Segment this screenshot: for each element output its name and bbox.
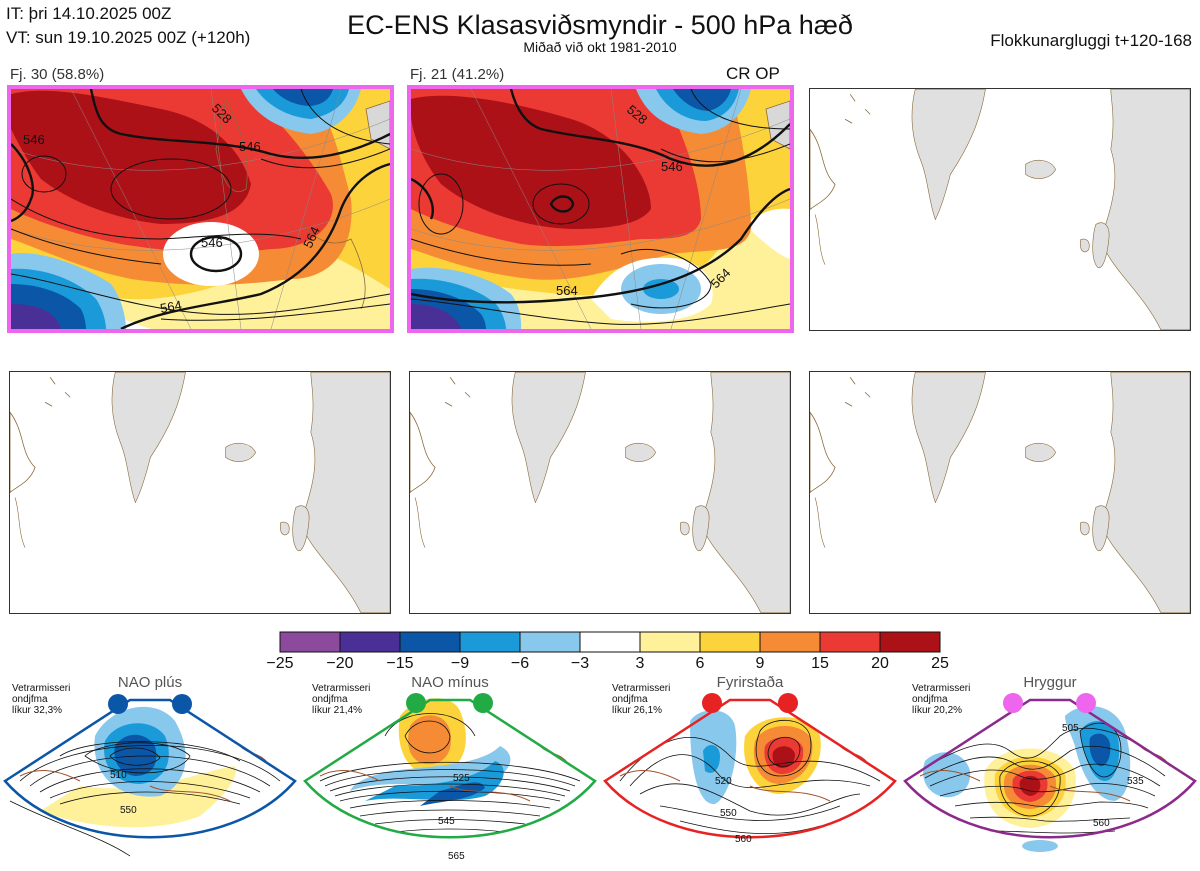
colorbar-swatch [459, 631, 521, 653]
regime-contour-label: 505 [1062, 723, 1079, 734]
regime-contour-label: 550 [120, 805, 137, 816]
page-title: EC-ENS Klasasviðsmyndir - 500 hPa hæð [347, 10, 853, 40]
colorbar-swatch [579, 631, 641, 653]
regime-contour-label: 550 [720, 808, 737, 819]
colorbar-tick-label: 3 [635, 655, 645, 672]
cluster-2-flag: CR OP [726, 64, 780, 83]
regime-nao-minus: 525 545 565 NAO mínus Vetrarmisseri ondj… [300, 674, 600, 871]
cluster-1-contour-label: 546 [23, 132, 45, 147]
regime-blocking: 520 550 560 Fyrirstaða Vetrarmisseri ond… [600, 674, 900, 871]
cluster-1-contour-label: 546 [201, 235, 223, 250]
cluster-2-label: Fj. 21 (41.2%) [410, 66, 505, 83]
colorbar-tick-label: −20 [326, 655, 354, 672]
colorbar-tick-label: 9 [755, 655, 765, 672]
cluster-1-label: Fj. 30 (58.8%) [10, 66, 105, 83]
colorbar-swatch [759, 631, 821, 653]
initial-time: IT: þri 14.10.2025 00Z [6, 4, 172, 23]
colorbar-tick-label: −9 [450, 655, 470, 672]
regime-title: NAO plús [117, 674, 183, 691]
cluster-4-map [9, 371, 391, 614]
regime-contour-label: 535 [1127, 776, 1144, 787]
colorbar-tick-label: 15 [811, 655, 829, 672]
colorbar-tick-label: −6 [510, 655, 530, 672]
colorbar-swatch [879, 631, 941, 653]
colorbar-swatches [279, 631, 941, 653]
colorbar-tick-label: −3 [570, 655, 590, 672]
colorbar-tick-label: 6 [695, 655, 705, 672]
cluster-2-contour-label: 564 [556, 283, 578, 298]
cluster-6-map [809, 371, 1191, 614]
regime-contour-label: 560 [1093, 818, 1110, 829]
cluster-2-contour-label: 546 [661, 159, 683, 174]
regime-contour-label: 525 [453, 773, 470, 784]
regime-title: Fyrirstaða [716, 674, 784, 691]
cluster-1-contour-label: 564 [159, 297, 183, 316]
colorbar-swatch [279, 631, 341, 653]
colorbar-swatch [339, 631, 401, 653]
cluster-3-map [809, 88, 1191, 331]
colorbar-tick-label: −25 [266, 655, 294, 672]
regime-contour-label: 520 [715, 776, 732, 787]
colorbar-swatch [699, 631, 761, 653]
regime-contour-label: 565 [448, 851, 465, 862]
cluster-2-map: 528 546 564 564 [407, 85, 794, 333]
regime-note: Vetrarmisseri ondjfma líkur 32,3% [12, 683, 71, 716]
regime-contour-label: 545 [438, 816, 455, 827]
regime-ridge: 505 535 560 Hryggur Vetrarmisseri ondjfm… [900, 674, 1200, 871]
valid-time: VT: sun 19.10.2025 00Z (+120h) [6, 28, 251, 47]
regime-title: Hryggur [1023, 674, 1077, 691]
regime-title: NAO mínus [411, 674, 489, 691]
regime-contour-label: 510 [110, 770, 127, 781]
cluster-5-map [409, 371, 791, 614]
classification-window: Flokkunargluggi t+120-168 [990, 31, 1192, 50]
colorbar-swatch [819, 631, 881, 653]
colorbar-swatch [399, 631, 461, 653]
cluster-1-contour-label: 546 [239, 139, 261, 154]
colorbar-tick-label: 25 [931, 655, 949, 672]
colorbar-tick-label: 20 [871, 655, 889, 672]
cluster-1-map: 546 546 546 564 564 528 [7, 85, 394, 333]
regime-note: Vetrarmisseri ondjfma líkur 26,1% [612, 683, 671, 716]
page-subtitle: Miðað við okt 1981-2010 [523, 39, 677, 55]
regime-note: Vetrarmisseri ondjfma líkur 20,2% [912, 683, 971, 716]
regime-note: Vetrarmisseri ondjfma líkur 21,4% [312, 683, 371, 716]
regime-contour-label: 560 [735, 834, 752, 845]
colorbar-swatch [639, 631, 701, 653]
colorbar-swatch [519, 631, 581, 653]
colorbar-tick-label: −15 [386, 655, 414, 672]
regime-nao-plus: 510 550 NAO plús Vetrarmisseri ondjfma l… [0, 674, 300, 871]
